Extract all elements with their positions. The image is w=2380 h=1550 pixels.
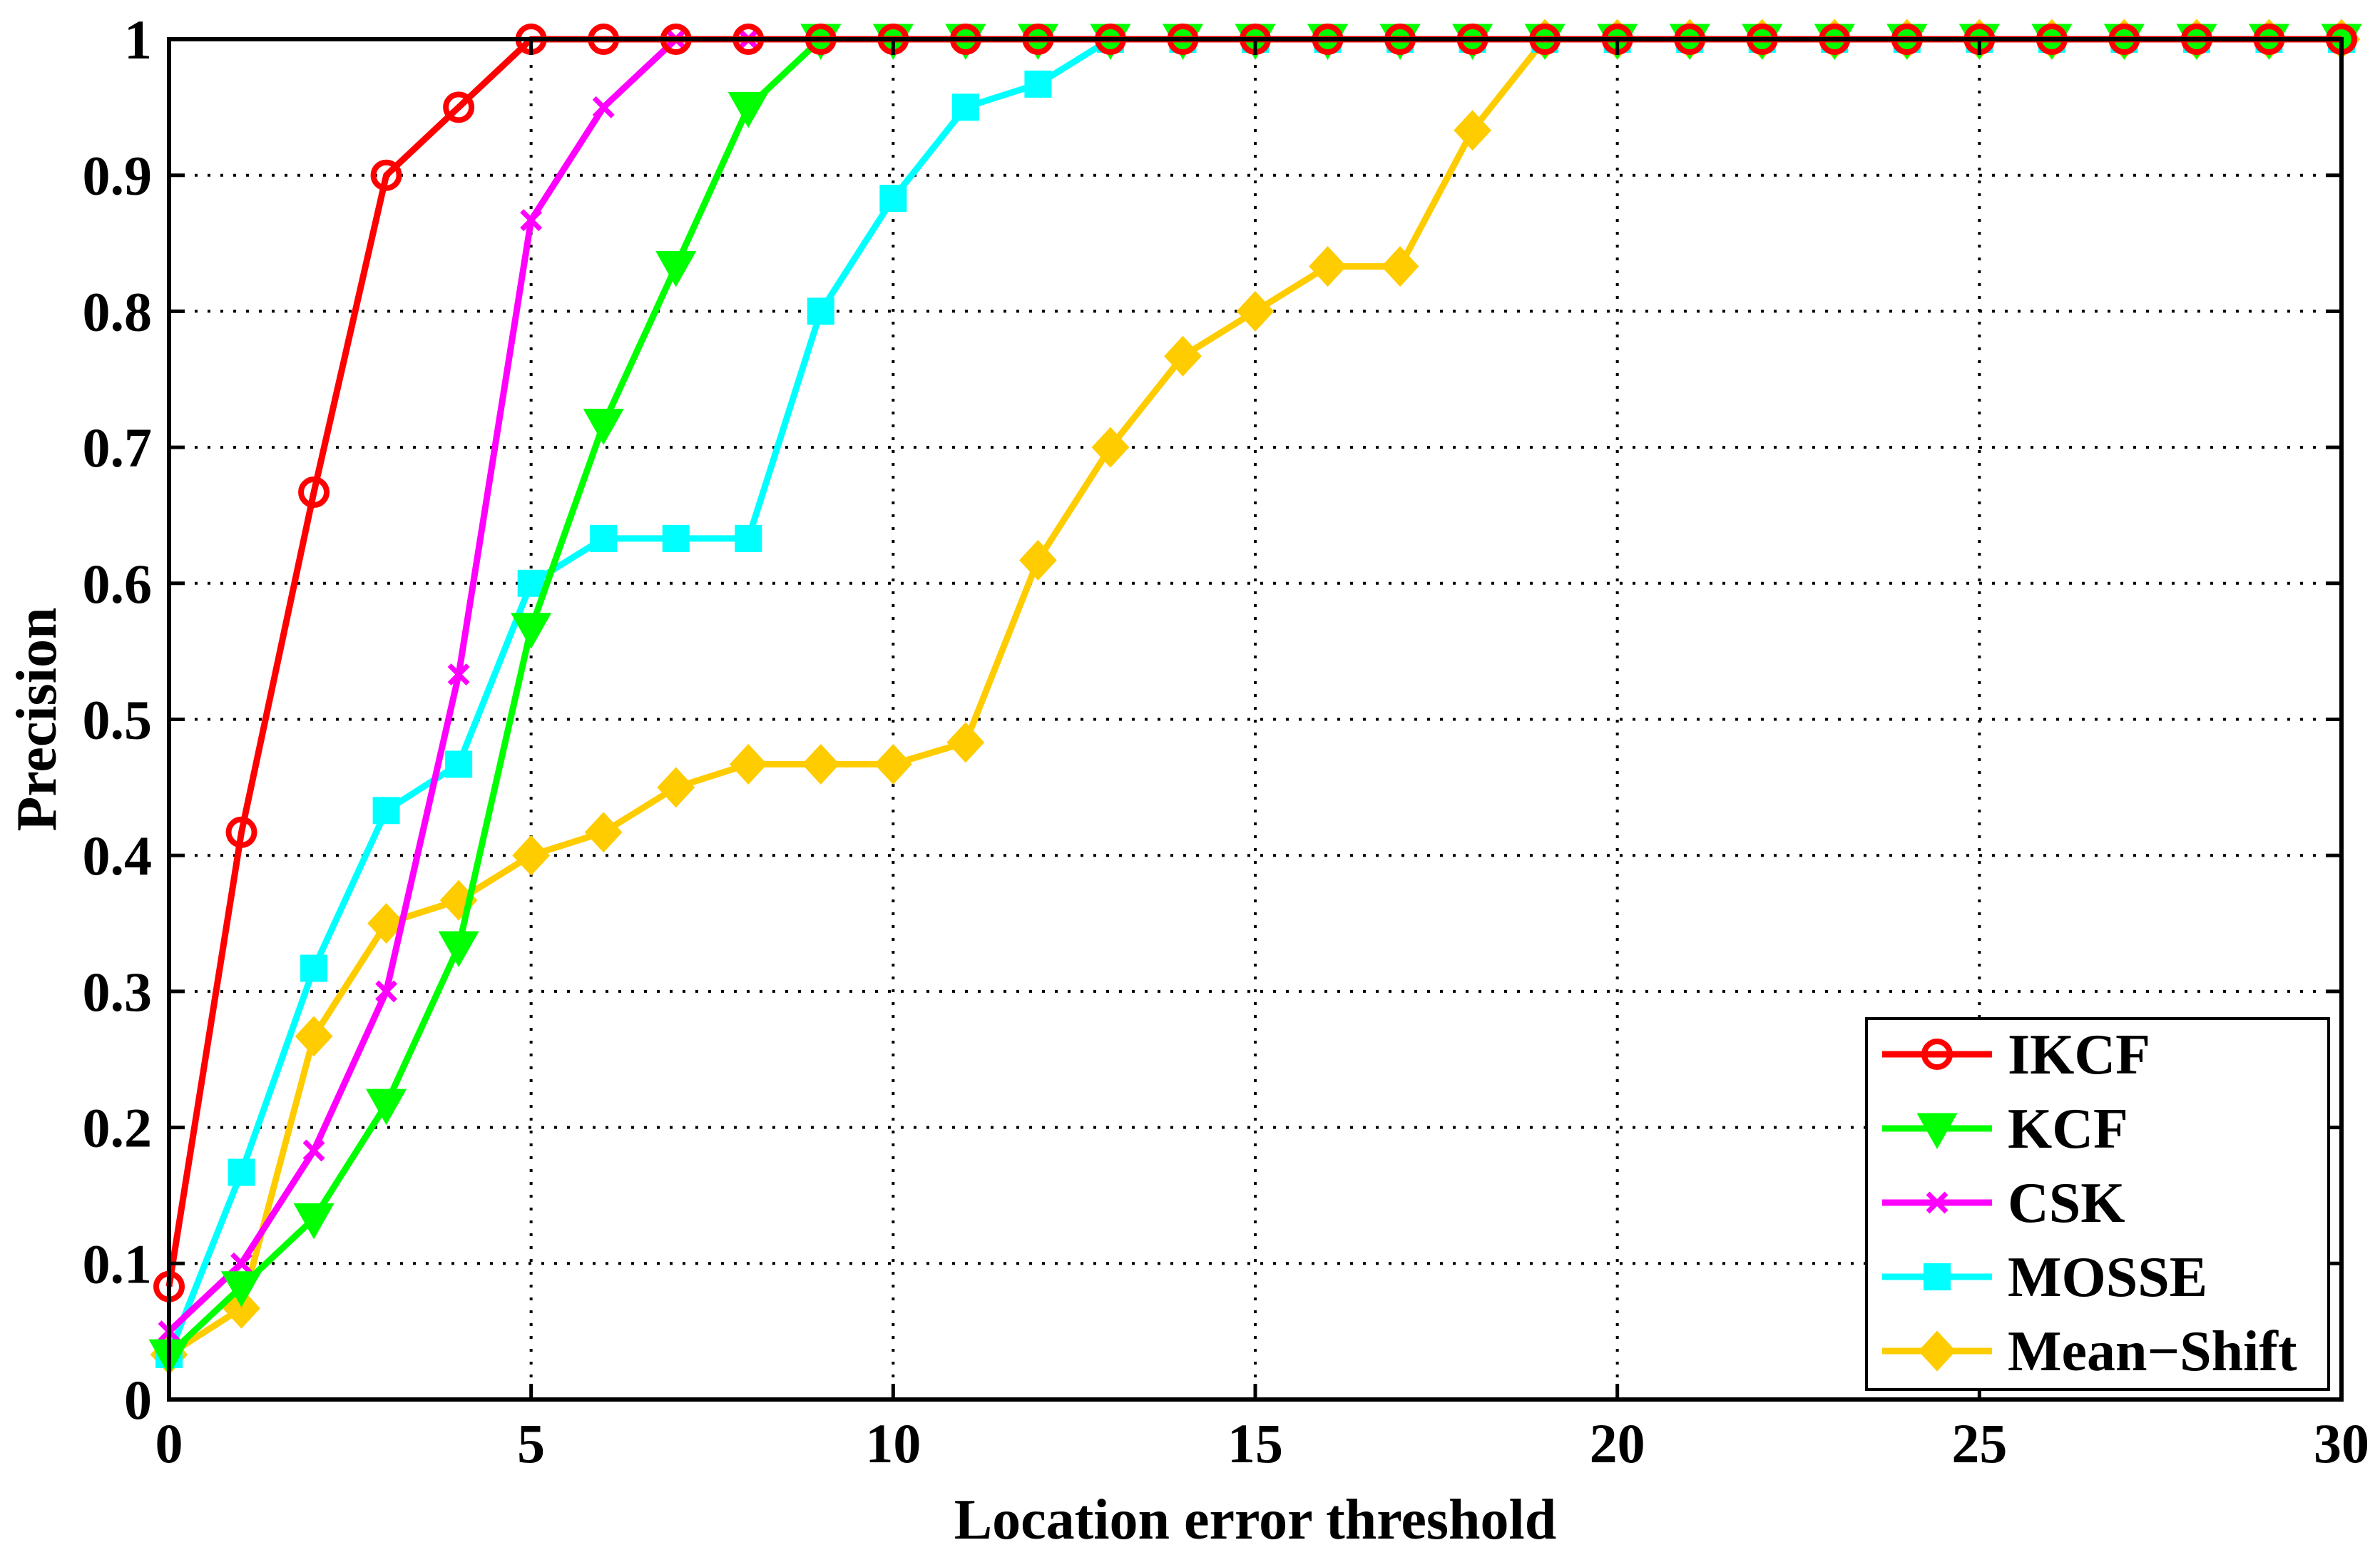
data-point — [295, 1016, 333, 1057]
y-axis-title: Precision — [6, 607, 68, 831]
legend-marker — [1921, 1039, 1953, 1070]
data-point — [511, 613, 552, 649]
legend-marker — [1918, 1330, 1956, 1372]
marker-stroke — [592, 96, 615, 118]
data-point — [293, 1203, 334, 1240]
data-point — [443, 91, 475, 123]
legend-item: KCF — [1882, 1098, 2128, 1161]
data-point — [1454, 110, 1491, 151]
data-point — [1019, 539, 1057, 581]
data-point — [366, 1088, 407, 1126]
x-tick-label: 20 — [1590, 1412, 1645, 1474]
data-point — [1024, 70, 1052, 98]
x-tick-label: 0 — [155, 1412, 183, 1474]
data-point — [517, 569, 545, 597]
x-tick-label: 25 — [1951, 1412, 2007, 1474]
data-point — [657, 767, 695, 808]
y-tick-label: 0.9 — [83, 145, 153, 207]
data-point — [230, 1252, 253, 1275]
y-tick-label: 0.7 — [83, 417, 153, 479]
data-point — [220, 1271, 262, 1307]
legend-marker — [1926, 1191, 1949, 1214]
data-point — [727, 91, 769, 128]
data-point — [879, 185, 907, 213]
legend-label: Mean−Shift — [2008, 1320, 2297, 1383]
legend-item: MOSSE — [1882, 1246, 2207, 1309]
marker-stroke — [447, 663, 470, 686]
legend: IKCF KCF CSK MOSSE Mean−Shift — [1865, 1017, 2330, 1391]
y-tick-label: 0.6 — [83, 553, 153, 615]
data-point — [592, 96, 615, 118]
data-point — [946, 722, 985, 763]
y-tick-label: 1 — [124, 9, 152, 71]
y-tick-label: 0.3 — [83, 961, 153, 1023]
data-point — [583, 409, 624, 445]
y-tick-label: 0.1 — [83, 1233, 153, 1295]
legend-item: CSK — [1882, 1172, 2125, 1235]
marker-stroke — [375, 980, 398, 1003]
data-point — [1164, 335, 1202, 377]
data-point — [367, 903, 405, 944]
legend-item: Mean−Shift — [1882, 1320, 2297, 1383]
data-point — [447, 663, 470, 686]
legend-label: CSK — [2008, 1172, 2125, 1235]
data-point — [302, 1139, 325, 1162]
x-axis-title: Location error threshold — [954, 1489, 1556, 1550]
x-tick-label: 5 — [517, 1412, 545, 1474]
data-point — [298, 476, 330, 509]
legend-item: IKCF — [1882, 1024, 2150, 1086]
marker-stroke — [1926, 1191, 1949, 1214]
legend-marker — [1924, 1263, 1951, 1290]
data-point — [445, 750, 473, 778]
data-point — [1236, 290, 1275, 332]
data-point — [225, 816, 257, 848]
legend-marker — [1916, 1113, 1958, 1150]
data-point — [584, 812, 623, 853]
data-point — [228, 1158, 255, 1186]
data-point — [729, 743, 767, 785]
y-tick-label: 0.8 — [83, 280, 153, 342]
y-tick-label: 0.5 — [83, 689, 153, 751]
data-point — [438, 931, 479, 968]
axis-ticks: 0 5 10 15 20 25 30 0 0.1 0.2 0.3 0.4 0.5 0.6 0.7 0.8 0.9… — [83, 9, 2370, 1474]
x-tick-label: 15 — [1227, 1412, 1283, 1474]
data-point — [372, 797, 400, 825]
data-point — [520, 209, 543, 232]
data-point — [1381, 245, 1419, 287]
data-point — [807, 297, 834, 325]
data-point — [590, 524, 618, 552]
marker-stroke — [230, 1252, 253, 1275]
data-point — [655, 250, 697, 287]
legend-label: KCF — [2008, 1098, 2128, 1161]
legend-label: MOSSE — [2008, 1246, 2207, 1309]
data-point — [1309, 245, 1347, 287]
marker-stroke — [302, 1139, 325, 1162]
y-tick-label: 0.2 — [83, 1097, 153, 1159]
data-point — [874, 743, 912, 785]
data-point — [512, 835, 551, 876]
data-point — [802, 743, 840, 785]
data-point — [662, 524, 690, 552]
x-tick-label: 30 — [2314, 1412, 2369, 1474]
y-tick-label: 0 — [124, 1369, 152, 1431]
data-point — [300, 954, 328, 982]
data-point — [735, 524, 762, 552]
x-tick-label: 10 — [865, 1412, 921, 1474]
data-point — [370, 159, 402, 191]
legend-label: IKCF — [2008, 1024, 2150, 1086]
marker-stroke — [520, 209, 543, 232]
data-point — [375, 980, 398, 1003]
data-point — [951, 93, 979, 121]
y-tick-label: 0.4 — [83, 825, 153, 887]
data-point — [1091, 427, 1130, 468]
